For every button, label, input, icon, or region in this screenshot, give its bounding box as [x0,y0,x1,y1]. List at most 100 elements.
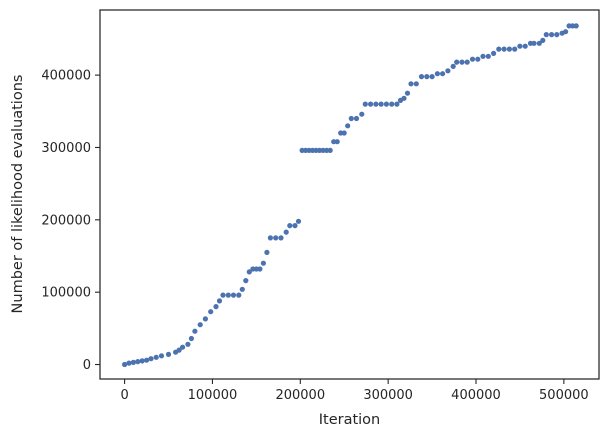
data-point-2 [130,359,136,365]
data-point-3 [135,359,141,365]
data-point-67 [408,81,414,87]
data-point-57 [362,101,368,107]
data-point-9 [165,351,172,357]
data-point-16 [197,322,203,328]
data-point-96 [554,31,560,38]
data-point-20 [216,298,223,304]
data-point-30 [257,266,263,272]
y-tick-label-0: 0 [83,358,91,373]
data-point-13 [185,341,191,347]
data-point-33 [267,235,273,241]
data-point-94 [543,31,549,38]
data-point-58 [368,101,374,107]
data-point-89 [522,43,528,49]
data-point-93 [540,37,546,44]
x-tick-label-3: 300000 [363,388,413,403]
x-tick-label-4: 400000 [451,388,501,403]
data-point-61 [383,101,389,107]
data-point-87 [512,46,518,52]
data-point-27 [246,269,252,275]
data-point-25 [239,286,245,292]
x-tick-label-5: 500000 [539,388,589,403]
data-point-35 [278,235,284,241]
data-point-11 [176,347,182,353]
data-point-50 [334,139,340,145]
data-point-77 [459,59,465,65]
data-point-59 [373,101,379,107]
data-point-71 [429,74,435,80]
data-point-15 [192,328,198,334]
data-point-69 [418,74,425,80]
data-point-83 [491,50,497,57]
data-point-37 [287,223,293,229]
data-point-6 [148,356,154,362]
data-points [122,23,579,368]
data-point-70 [424,74,430,80]
data-point-46 [320,147,326,153]
data-point-86 [506,46,512,52]
data-point-22 [225,292,231,298]
y-tick-label-3: 300000 [41,141,91,156]
x-axis-label: Iteration [319,412,381,428]
data-point-32 [264,249,270,255]
plot-frame [99,9,600,380]
data-point-66 [404,90,411,96]
data-point-18 [208,309,214,315]
data-point-21 [220,292,226,298]
data-point-52 [341,130,347,136]
x-tick-label-1: 100000 [188,388,238,403]
data-point-7 [153,354,159,360]
y-axis-ticks: 0 100000 200000 300000 400000 [41,69,100,373]
data-point-54 [348,115,354,122]
data-point-88 [517,43,523,49]
x-tick-label-0: 0 [120,388,128,403]
data-point-76 [454,59,460,65]
data-point-84 [496,46,502,52]
data-point-4 [139,358,145,364]
data-point-98 [563,29,569,35]
data-point-79 [469,56,476,62]
data-point-82 [485,53,491,59]
data-point-85 [501,46,507,52]
data-point-81 [480,53,486,59]
data-point-0 [122,361,128,368]
data-point-101 [573,23,579,29]
y-tick-label-2: 200000 [41,213,91,228]
data-point-24 [236,292,242,298]
data-point-68 [413,81,419,87]
data-point-17 [202,316,208,322]
data-point-39 [295,218,302,224]
data-point-75 [450,63,456,69]
data-point-91 [531,40,537,46]
data-point-5 [144,357,150,363]
data-point-62 [389,101,395,107]
data-point-23 [230,292,237,298]
data-point-34 [273,235,279,241]
data-point-95 [549,31,555,38]
data-point-26 [243,278,249,284]
data-point-56 [359,111,365,117]
data-point-14 [188,335,194,342]
y-axis-label: Number of likelihood evaluations [10,75,26,314]
data-point-74 [445,68,451,74]
data-point-92 [536,40,542,46]
data-point-36 [283,229,289,235]
data-point-63 [394,101,400,107]
y-tick-label-1: 100000 [41,286,91,301]
data-point-48 [327,147,333,153]
data-point-53 [345,123,351,129]
data-point-1 [126,360,132,366]
x-axis-ticks: 0 100000 200000 300000 400000 500000 [120,379,589,403]
data-point-55 [353,115,360,122]
data-point-12 [180,344,186,350]
data-point-100 [570,23,576,29]
data-point-60 [378,101,384,107]
data-point-65 [401,95,407,101]
data-point-38 [292,223,298,229]
y-tick-label-4: 400000 [41,69,91,84]
data-point-72 [434,71,440,77]
data-point-78 [464,59,470,65]
data-point-19 [213,304,219,310]
data-point-73 [440,71,446,77]
